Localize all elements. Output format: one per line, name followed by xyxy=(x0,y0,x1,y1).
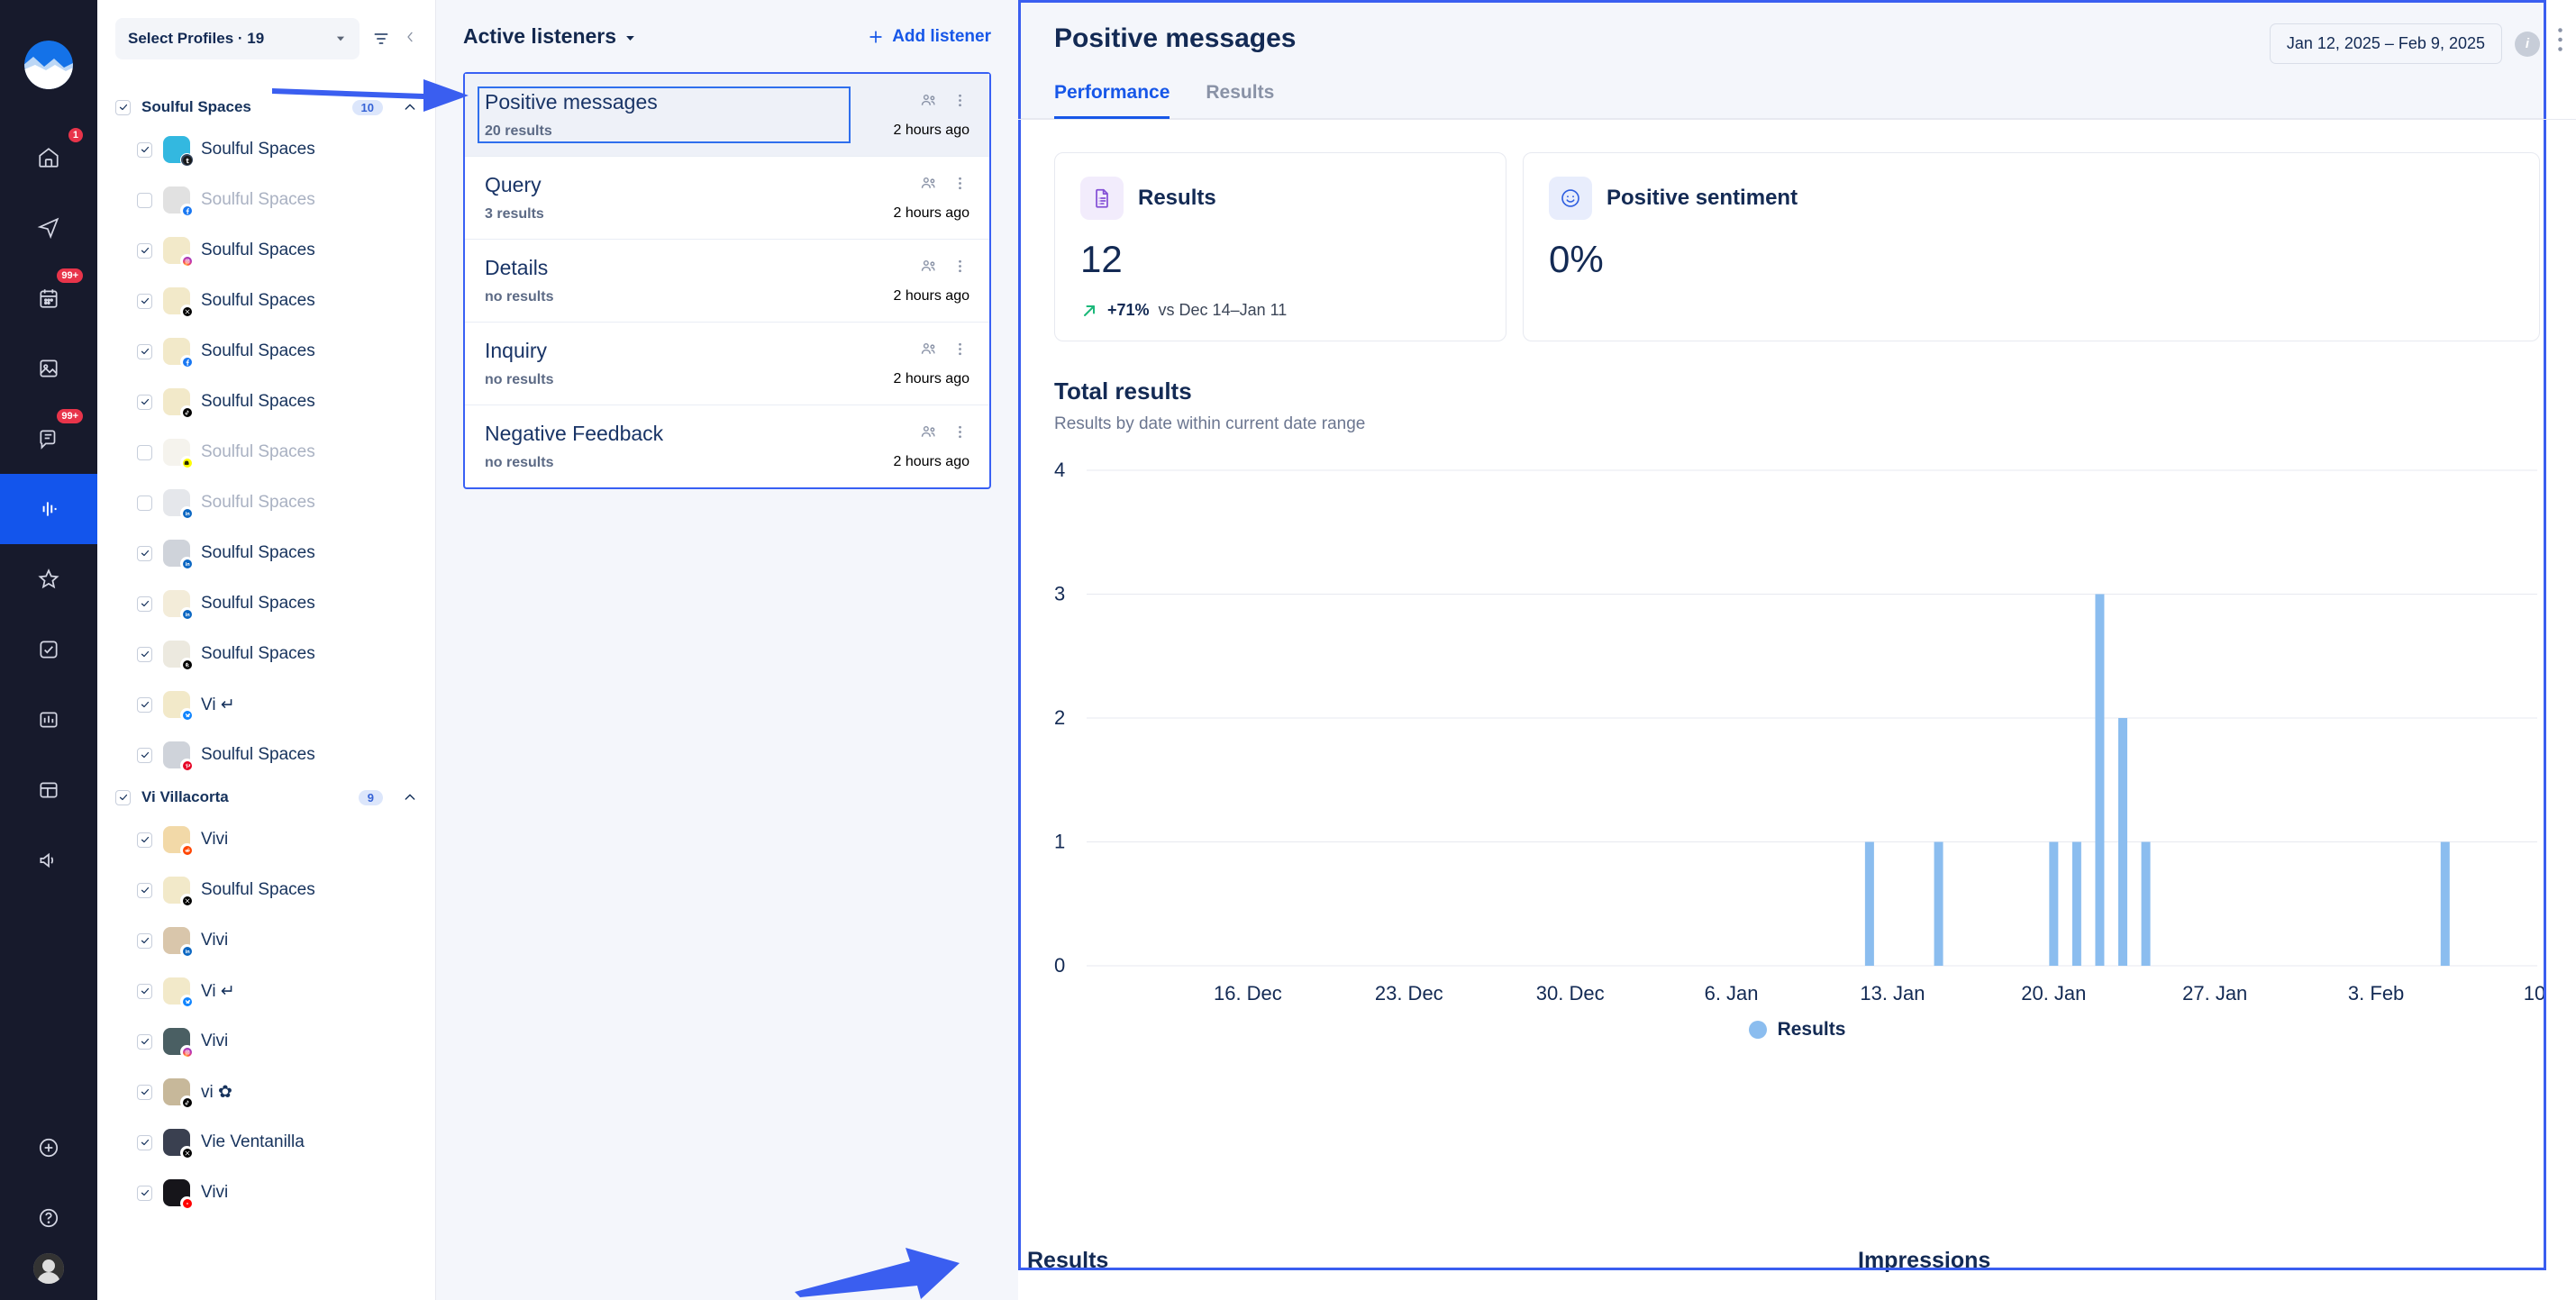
svg-text:1: 1 xyxy=(1054,831,1065,853)
svg-text:20. Jan: 20. Jan xyxy=(2021,982,2086,1005)
svg-text:3. Feb: 3. Feb xyxy=(2348,982,2404,1005)
svg-text:3: 3 xyxy=(1054,583,1065,605)
svg-text:6. Jan: 6. Jan xyxy=(1705,982,1759,1005)
svg-text:16. Dec: 16. Dec xyxy=(1214,982,1282,1005)
svg-text:30. Dec: 30. Dec xyxy=(1536,982,1605,1005)
svg-text:2: 2 xyxy=(1054,706,1065,729)
svg-text:0: 0 xyxy=(1054,954,1065,977)
svg-text:10.: 10. xyxy=(2524,982,2546,1005)
svg-text:13. Jan: 13. Jan xyxy=(1860,982,1925,1005)
svg-text:27. Jan: 27. Jan xyxy=(2182,982,2247,1005)
svg-text:23. Dec: 23. Dec xyxy=(1375,982,1443,1005)
svg-text:4: 4 xyxy=(1054,461,1065,481)
